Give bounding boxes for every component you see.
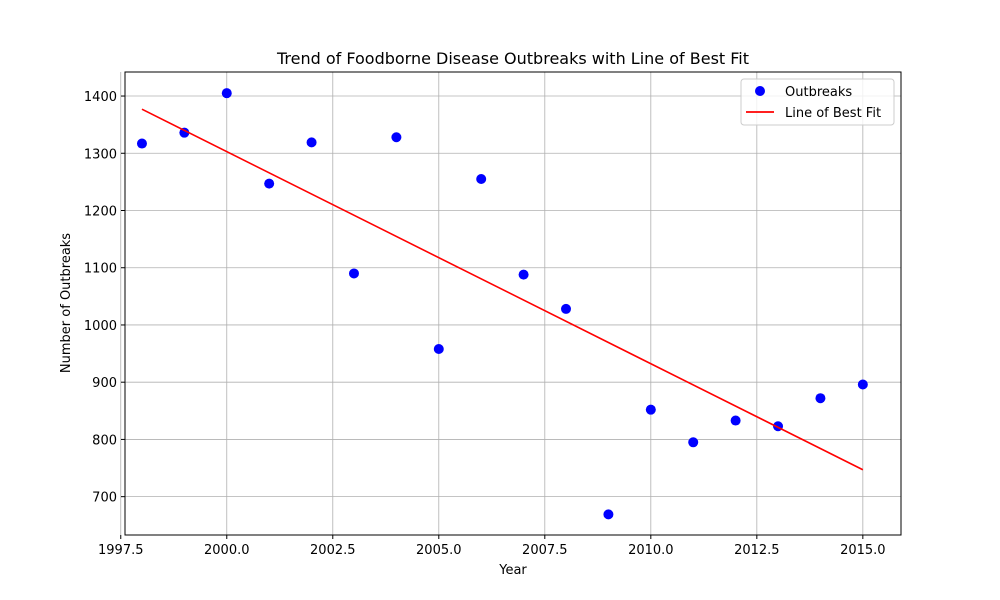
scatter-point xyxy=(645,404,656,415)
scatter-point xyxy=(518,269,529,280)
legend-label-outbreaks: Outbreaks xyxy=(785,85,852,100)
x-tick-label: 2000.0 xyxy=(204,543,250,558)
grid xyxy=(120,72,901,535)
y-tick-label: 1400 xyxy=(84,90,117,105)
scatter-point xyxy=(561,303,572,314)
y-tick-label: 700 xyxy=(92,491,117,506)
y-tick-label: 900 xyxy=(92,376,117,391)
legend-label-best-fit: Line of Best Fit xyxy=(785,106,881,121)
scatter-point xyxy=(688,437,699,448)
y-tick-label: 1100 xyxy=(84,262,117,277)
x-tick-label: 2012.5 xyxy=(734,543,780,558)
scatter-point xyxy=(815,393,826,404)
y-tick-label: 800 xyxy=(92,433,117,448)
scatter-point xyxy=(391,132,402,143)
legend-marker-outbreaks xyxy=(755,86,765,96)
scatter-point xyxy=(264,178,275,189)
x-tick-label: 1997.5 xyxy=(98,543,144,558)
y-tick-label: 1300 xyxy=(84,147,117,162)
x-tick-label: 2010.0 xyxy=(628,543,674,558)
x-tick-label: 2015.0 xyxy=(840,543,886,558)
scatter-point xyxy=(221,88,232,99)
y-tick-label: 1200 xyxy=(84,204,117,219)
y-axis-title: Number of Outbreaks xyxy=(59,233,74,373)
x-tick-label: 2002.5 xyxy=(310,543,356,558)
scatter-point xyxy=(136,138,147,149)
scatter-point xyxy=(476,174,487,185)
scatter-point xyxy=(603,509,614,520)
scatter-point xyxy=(433,343,444,354)
best-fit-line xyxy=(141,108,864,471)
legend: Outbreaks Line of Best Fit xyxy=(740,78,895,126)
scatter-point xyxy=(179,127,190,138)
scatter-point xyxy=(306,137,317,148)
y-tick-label: 1000 xyxy=(84,319,117,334)
x-tick-label: 2005.0 xyxy=(416,543,462,558)
legend-box xyxy=(740,78,895,126)
scatter-point xyxy=(348,268,359,279)
ticks: 1997.5 2000.0 2002.5 2005.0 2007.5 2010.0 2012… xyxy=(84,90,886,558)
scatter-point xyxy=(730,415,741,426)
scatter-point xyxy=(857,379,868,390)
x-axis-title: Year xyxy=(498,563,527,578)
x-tick-label: 2007.5 xyxy=(522,543,568,558)
series-layer xyxy=(136,88,868,520)
chart-title: Trend of Foodborne Disease Outbreaks wit… xyxy=(276,49,749,68)
plot-frame xyxy=(124,71,902,536)
